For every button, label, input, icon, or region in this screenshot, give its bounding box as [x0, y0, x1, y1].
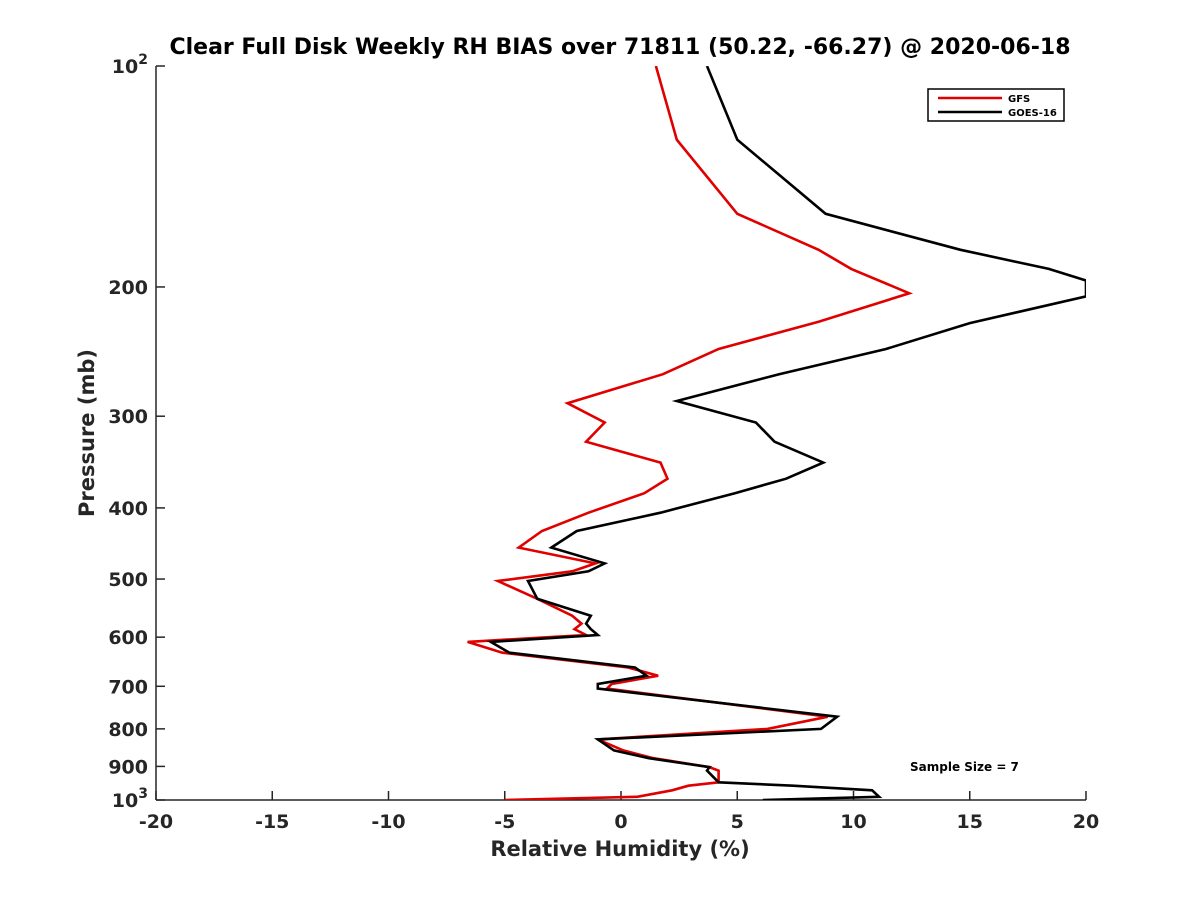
x-tick-label: -5 — [494, 811, 515, 833]
y-tick-label: 200 — [108, 277, 148, 299]
x-tick-label: -15 — [255, 811, 289, 833]
x-tick-label: 15 — [957, 811, 983, 833]
x-tick-label: 10 — [840, 811, 866, 833]
series-line-goes-16 — [486, 66, 1086, 800]
y-tick-label: 103 — [112, 786, 148, 812]
plot-area: -20 -15 -10 -5 0 5 10 15 20 102 200 300 400 500 600 700… — [108, 52, 1099, 833]
y-tick-label: 900 — [108, 756, 148, 778]
y-tick-label: 102 — [112, 52, 148, 78]
legend-box — [927, 88, 1065, 122]
sample-size-annotation: Sample Size = 7 — [910, 760, 1019, 774]
legend-label: GFS — [1008, 94, 1030, 105]
y-tick-label: 400 — [108, 498, 148, 520]
chart-title: Clear Full Disk Weekly RH BIAS over 7181… — [169, 35, 1070, 60]
x-tick-label: 0 — [614, 811, 627, 833]
x-tick-label: 5 — [731, 811, 744, 833]
legend: GFS GOES-16 — [927, 88, 1065, 122]
x-tick-label: 20 — [1073, 811, 1099, 833]
y-tick-label: 300 — [108, 406, 148, 428]
y-tick-label: 600 — [108, 627, 148, 649]
legend-label: GOES-16 — [1008, 108, 1057, 119]
x-axis-label: Relative Humidity (%) — [490, 837, 749, 861]
y-tick-label: 800 — [108, 719, 148, 741]
x-tick-label: -20 — [139, 811, 173, 833]
y-axis-label: Pressure (mb) — [75, 349, 99, 517]
x-tick-label: -10 — [371, 811, 405, 833]
y-tick-label: 500 — [108, 569, 148, 591]
y-tick-label: 700 — [108, 676, 148, 698]
